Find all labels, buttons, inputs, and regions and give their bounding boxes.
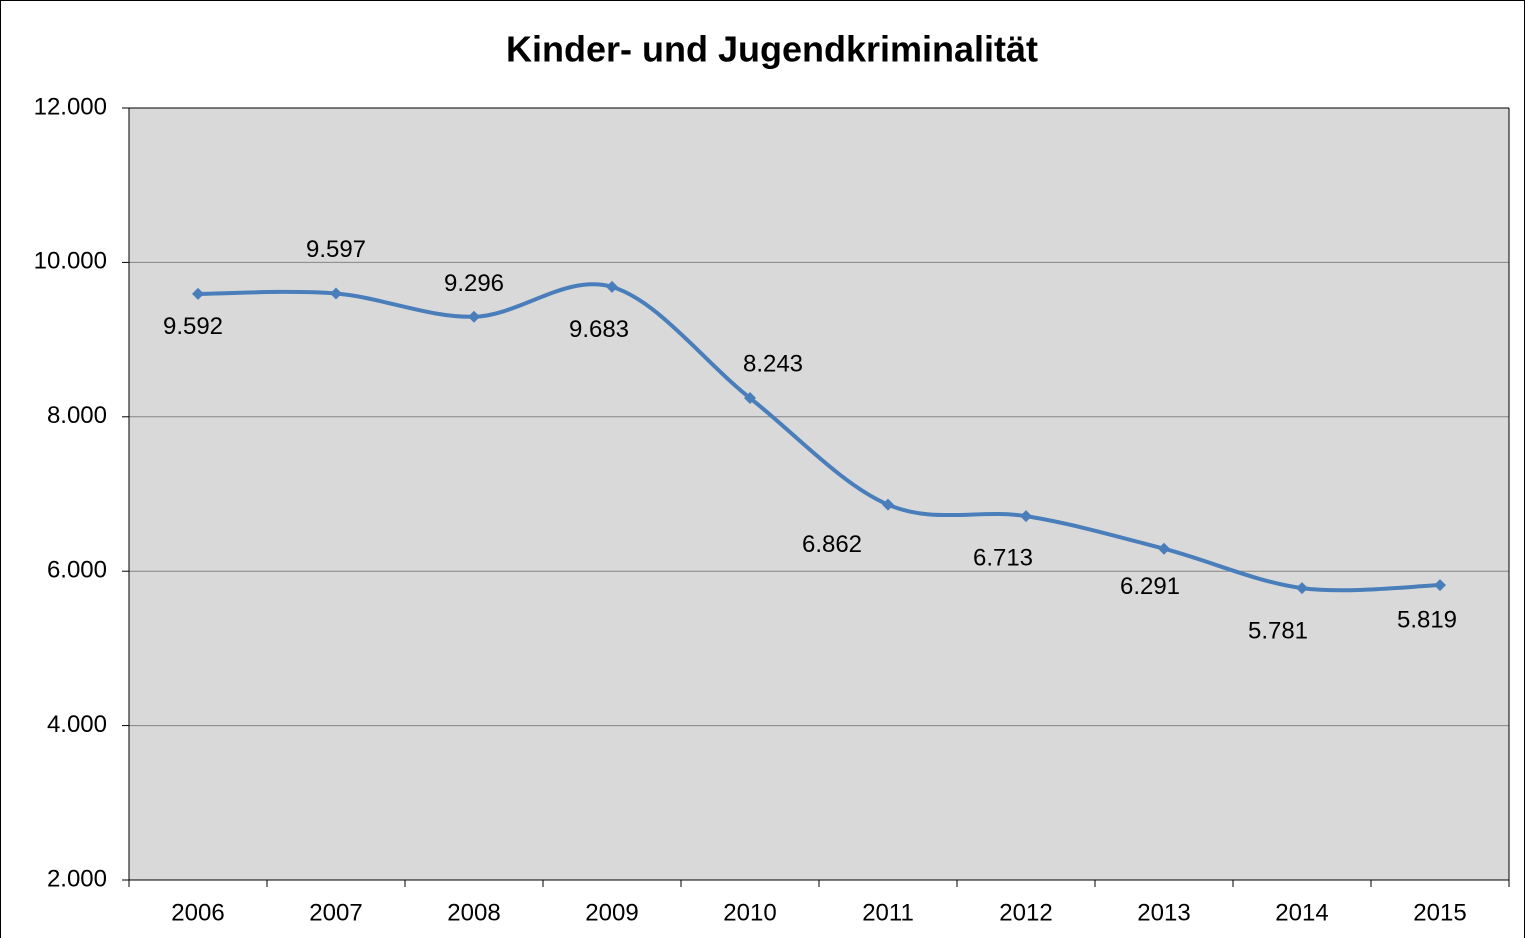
x-tick-label: 2006 (171, 899, 224, 926)
y-tick-label: 12.000 (34, 93, 107, 120)
data-point (468, 310, 480, 323)
y-tick-label: 6.000 (47, 557, 107, 584)
chart-title: Kinder- und Jugendkriminalität (506, 29, 1038, 70)
data-label: 6.862 (802, 531, 862, 558)
x-tick-label: 2013 (1137, 899, 1190, 926)
x-tick-label: 2014 (1275, 899, 1328, 926)
x-tick-label: 2015 (1413, 899, 1466, 926)
data-point (1158, 542, 1170, 555)
x-tick-label: 2010 (723, 899, 776, 926)
data-point (192, 287, 204, 300)
y-tick-label: 10.000 (34, 248, 107, 275)
y-tick-label: 2.000 (47, 865, 107, 892)
y-tick-label: 8.000 (47, 402, 107, 429)
data-point (744, 392, 756, 405)
data-label: 9.296 (444, 270, 504, 297)
x-tick-label: 2007 (309, 899, 362, 926)
data-point (606, 280, 618, 293)
x-tick-label: 2011 (862, 899, 914, 926)
y-tick-label: 4.000 (47, 711, 107, 738)
data-point (330, 287, 342, 300)
x-tick-label: 2012 (999, 899, 1052, 926)
data-label: 5.781 (1248, 617, 1308, 644)
data-label: 6.713 (973, 545, 1033, 572)
data-point (882, 498, 894, 511)
series-line (197, 282, 1441, 593)
data-point (1296, 582, 1308, 595)
x-tick-label: 2009 (585, 899, 638, 926)
data-label: 9.592 (163, 313, 223, 340)
data-label: 5.819 (1397, 607, 1457, 634)
x-tick-label: 2008 (447, 899, 500, 926)
data-label: 9.683 (569, 316, 629, 343)
plot-area (129, 108, 1509, 880)
data-label: 9.597 (306, 236, 366, 263)
data-point (1020, 510, 1032, 523)
data-label: 8.243 (743, 350, 803, 377)
data-label: 6.291 (1120, 573, 1180, 600)
data-point (1434, 579, 1446, 592)
